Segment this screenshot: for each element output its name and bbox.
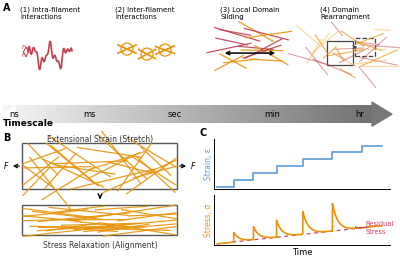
Text: sec: sec <box>168 110 182 119</box>
Text: min: min <box>264 110 280 119</box>
Polygon shape <box>3 105 15 123</box>
Text: Stress Relaxation (Alignment): Stress Relaxation (Alignment) <box>43 241 157 250</box>
Text: Residual
Stress: Residual Stress <box>365 221 394 235</box>
Y-axis label: Strain, ε: Strain, ε <box>204 148 213 180</box>
Text: ns: ns <box>9 110 19 119</box>
Polygon shape <box>372 102 392 126</box>
Text: F: F <box>4 162 8 171</box>
Text: F: F <box>22 45 25 50</box>
Text: F: F <box>22 53 25 58</box>
Text: hr: hr <box>356 110 364 119</box>
Text: Timescale: Timescale <box>3 119 54 128</box>
Text: (3) Local Domain
Sliding: (3) Local Domain Sliding <box>220 6 280 20</box>
Text: (2) Inter-filament
interactions: (2) Inter-filament interactions <box>115 6 175 20</box>
Text: (4) Domain
Rearrangment: (4) Domain Rearrangment <box>320 6 370 20</box>
X-axis label: Time: Time <box>292 248 312 257</box>
Text: C: C <box>200 128 207 139</box>
Bar <box>355 38 375 56</box>
Text: F: F <box>191 162 195 171</box>
Text: ms: ms <box>84 110 96 119</box>
Bar <box>22 143 177 189</box>
Bar <box>327 41 353 65</box>
Text: (1) Intra-filament
interactions: (1) Intra-filament interactions <box>20 6 80 20</box>
Bar <box>22 205 177 235</box>
Text: Extensional Strain (Stretch): Extensional Strain (Stretch) <box>47 135 153 144</box>
Y-axis label: Stress, σ: Stress, σ <box>204 204 213 237</box>
Text: B: B <box>3 133 10 143</box>
Text: A: A <box>3 3 10 13</box>
